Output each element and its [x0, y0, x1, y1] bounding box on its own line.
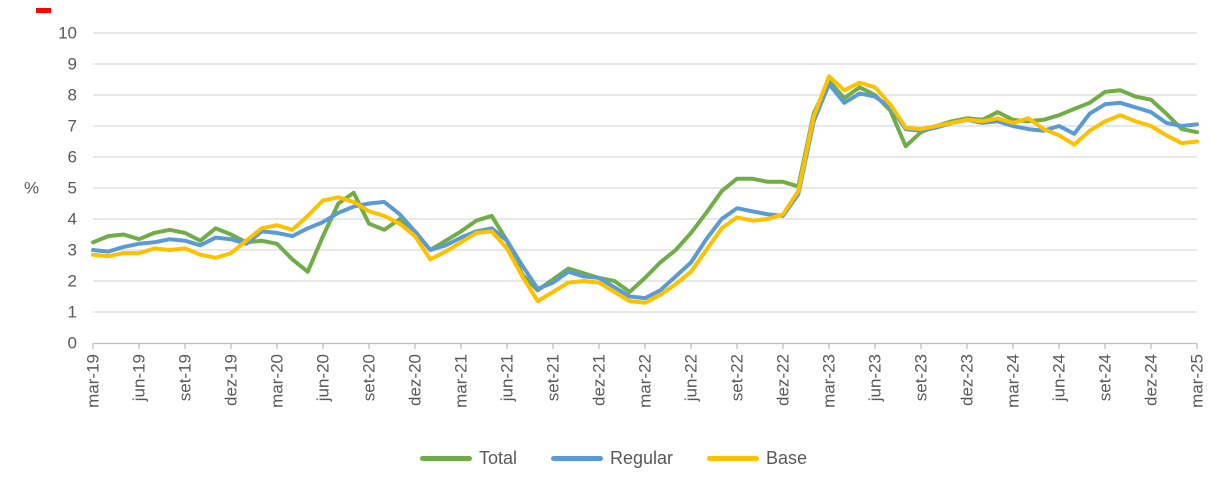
- x-tick-label: mar-23: [820, 354, 839, 408]
- x-tick-label: dez-21: [590, 354, 609, 406]
- y-tick-label: 7: [68, 117, 77, 136]
- x-tick-label: mar-24: [1004, 354, 1023, 408]
- series-line-total: [91, 79, 1199, 294]
- x-tick-label: mar-25: [1188, 354, 1207, 408]
- x-tick-label: set-21: [544, 354, 563, 401]
- x-tick-label: dez-19: [222, 354, 241, 406]
- y-tick-label: 10: [58, 24, 77, 43]
- x-tick-label: dez-22: [774, 354, 793, 406]
- legend-label-regular: Regular: [609, 448, 674, 468]
- legend-item-regular: Regular: [550, 446, 674, 470]
- total-line-swatch: [419, 455, 472, 461]
- x-tick-label: set-23: [912, 354, 931, 401]
- y-tick-label: 9: [68, 55, 77, 74]
- y-tick-label: 8: [68, 86, 77, 105]
- red-dash-mark: [36, 8, 51, 13]
- x-tick-label: dez-20: [406, 354, 425, 406]
- y-tick-label: 0: [68, 334, 77, 353]
- y-tick-label: 3: [68, 241, 77, 260]
- x-tick-label: set-19: [176, 354, 195, 401]
- x-tick-label: mar-20: [268, 354, 287, 408]
- x-tick-label: dez-24: [1142, 354, 1161, 406]
- x-tick-label: jun-22: [682, 354, 701, 402]
- x-tick-label: jun-21: [498, 354, 517, 402]
- x-tick-label: set-20: [360, 354, 379, 401]
- x-tick-label: mar-22: [636, 354, 655, 408]
- base-line-swatch: [707, 455, 760, 461]
- x-tick-label: set-22: [728, 354, 747, 401]
- y-tick-label: 2: [68, 272, 77, 291]
- series-line-regular: [91, 82, 1199, 301]
- x-tick-label: mar-19: [84, 354, 103, 408]
- x-tick-label: dez-23: [958, 354, 977, 406]
- series-line-base: [91, 74, 1199, 305]
- x-tick-label: mar-21: [452, 354, 471, 408]
- legend-label-base: Base: [766, 448, 808, 468]
- x-tick-label: jun-23: [866, 354, 885, 402]
- legend-item-base: Base: [707, 446, 807, 470]
- x-tick-label: jun-19: [130, 354, 149, 402]
- x-tick-label: jun-24: [1050, 354, 1069, 402]
- y-tick-label: 4: [68, 210, 77, 229]
- legend-item-total: Total: [419, 446, 517, 470]
- x-tick-label: jun-20: [314, 354, 333, 402]
- y-axis-title: %: [24, 179, 39, 198]
- y-tick-label: 6: [68, 148, 77, 167]
- regular-line-swatch: [550, 455, 603, 461]
- legend-label-total: Total: [478, 448, 517, 468]
- chart-legend: Total Regular Base: [0, 446, 1227, 470]
- x-tick-label: set-24: [1096, 354, 1115, 401]
- y-tick-label: 5: [68, 179, 77, 198]
- y-tick-label: 1: [68, 303, 77, 322]
